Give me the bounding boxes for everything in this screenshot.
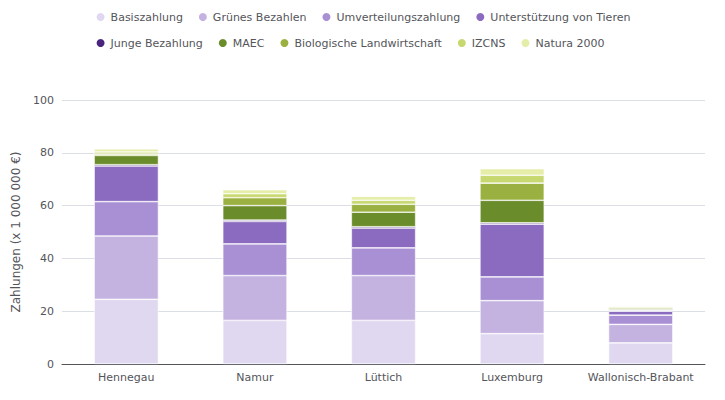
svg-text:Namur: Namur [236,371,274,384]
svg-text:Natura 2000: Natura 2000 [535,37,604,50]
svg-text:Wallonisch-Brabant: Wallonisch-Brabant [588,371,695,384]
svg-text:Grünes Bezahlen: Grünes Bezahlen [213,11,307,24]
svg-text:Junge Bezahlung: Junge Bezahlung [110,37,203,50]
svg-text:Lüttich: Lüttich [365,371,403,384]
svg-text:0: 0 [47,358,54,371]
svg-text:Zahlungen (x 1 000 000 €): Zahlungen (x 1 000 000 €) [9,152,23,313]
svg-text:60: 60 [40,199,54,212]
svg-text:80: 80 [40,146,54,159]
svg-text:Luxemburg: Luxemburg [481,371,543,384]
svg-text:40: 40 [40,252,54,265]
svg-text:Unterstützung von Tieren: Unterstützung von Tieren [490,11,630,24]
svg-text:MAEC: MAEC [233,37,265,50]
svg-text:Hennegau: Hennegau [98,371,154,384]
svg-text:100: 100 [33,94,54,107]
svg-text:20: 20 [40,305,54,318]
svg-text:IZCNS: IZCNS [472,37,506,50]
svg-text:Umverteilungszahlung: Umverteilungszahlung [336,11,460,24]
svg-text:Biologische Landwirtschaft: Biologische Landwirtschaft [294,37,442,50]
svg-text:Basiszahlung: Basiszahlung [111,11,183,24]
